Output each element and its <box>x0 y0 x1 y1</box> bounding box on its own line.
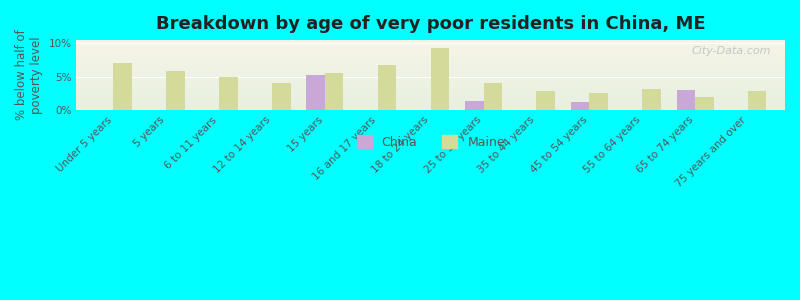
Bar <box>642 89 661 110</box>
Bar <box>465 100 483 110</box>
Bar <box>695 97 714 110</box>
Bar <box>430 48 450 110</box>
Bar <box>219 77 238 110</box>
Text: City-Data.com: City-Data.com <box>691 46 771 56</box>
Bar <box>325 74 343 110</box>
Title: Breakdown by age of very poor residents in China, ME: Breakdown by age of very poor residents … <box>156 15 706 33</box>
Bar <box>571 102 590 110</box>
Bar <box>272 83 290 110</box>
Bar <box>378 65 396 110</box>
Bar <box>306 75 325 110</box>
Bar <box>748 91 766 110</box>
Y-axis label: % below half of
poverty level: % below half of poverty level <box>15 30 43 120</box>
Bar <box>166 71 185 110</box>
Bar <box>677 90 695 110</box>
Bar <box>537 91 555 110</box>
Bar <box>483 83 502 110</box>
Legend: China, Maine: China, Maine <box>351 130 510 154</box>
Bar <box>114 63 132 110</box>
Bar <box>590 93 608 110</box>
